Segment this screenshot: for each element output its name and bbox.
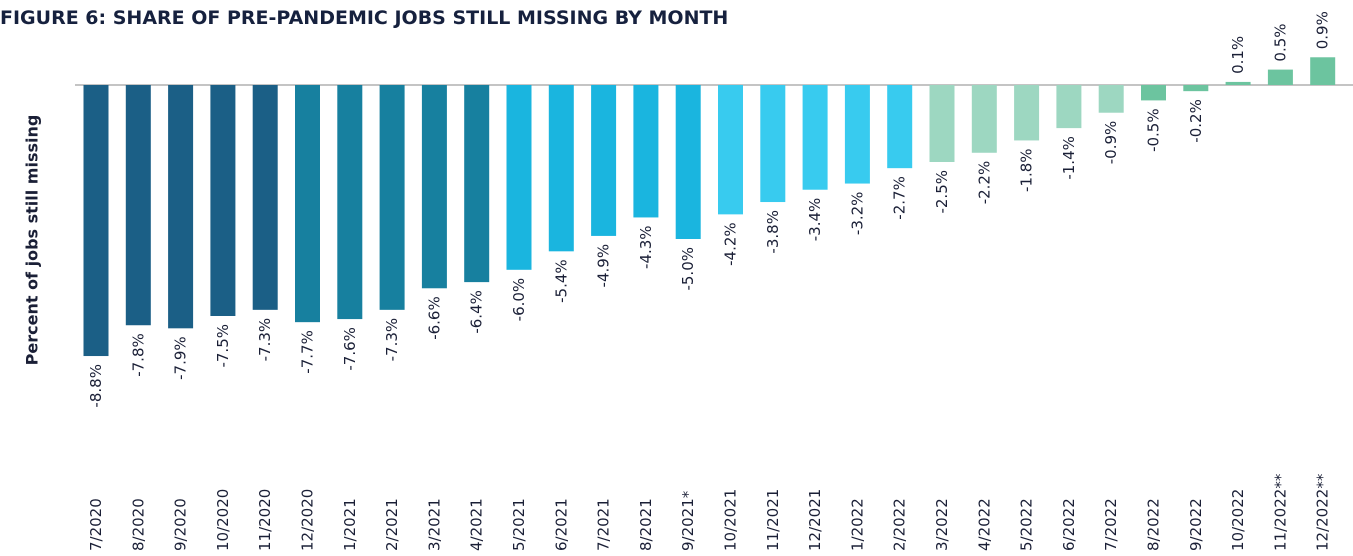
x-tick-label: 12/2022** (1314, 473, 1332, 551)
x-tick-label: 11/2021 (764, 489, 782, 551)
data-label: -6.6% (425, 296, 443, 340)
x-tick-label: 7/2022 (1102, 498, 1120, 551)
data-label: -6.4% (468, 290, 486, 334)
bar (802, 85, 828, 190)
x-tick-label: 12/2020 (299, 489, 317, 551)
bar (1014, 85, 1040, 141)
bar (1183, 85, 1209, 92)
data-label: -4.3% (637, 225, 655, 269)
bar (675, 85, 701, 239)
data-label: -5.4% (552, 259, 570, 303)
data-label: 0.5% (1271, 23, 1289, 61)
x-tick-label: 3/2021 (425, 498, 443, 551)
x-tick-label: 1/2021 (341, 498, 359, 551)
bar (591, 85, 617, 236)
data-label: -4.9% (595, 244, 613, 288)
bar (83, 85, 109, 357)
x-tick-label: 5/2021 (510, 498, 528, 551)
data-label: -7.7% (299, 330, 317, 374)
x-tick-label: 4/2022 (975, 498, 993, 551)
data-label: 0.1% (1229, 36, 1247, 74)
data-label: -4.2% (722, 222, 740, 266)
bar (887, 85, 913, 169)
x-tick-label: 6/2021 (552, 498, 570, 551)
bar (379, 85, 405, 310)
bar (506, 85, 532, 270)
data-label: -7.8% (129, 333, 147, 377)
x-tick-label: 3/2022 (933, 498, 951, 551)
x-tick-label: 9/2021* (679, 490, 697, 551)
chart-title: FIGURE 6: SHARE OF PRE-PANDEMIC JOBS STI… (0, 7, 728, 29)
x-tick-label: 8/2020 (129, 498, 147, 551)
data-label: -7.3% (383, 318, 401, 362)
x-tick-label: 2/2021 (383, 498, 401, 551)
data-label: -7.5% (214, 324, 232, 368)
data-label: -5.0% (679, 247, 697, 291)
bar (1098, 85, 1124, 113)
data-label: 0.9% (1314, 11, 1332, 49)
bar (760, 85, 786, 203)
data-label: -6.0% (510, 278, 528, 322)
data-label: -8.8% (87, 364, 105, 408)
bar (252, 85, 278, 310)
x-tick-label: 12/2021 (806, 489, 824, 551)
x-tick-label: 10/2021 (722, 489, 740, 551)
bar (971, 85, 997, 153)
x-tick-label: 2/2022 (891, 498, 909, 551)
x-tick-label: 4/2021 (468, 498, 486, 551)
bar (464, 85, 490, 283)
x-tick-label: 11/2022** (1271, 473, 1289, 551)
bar (337, 85, 363, 320)
data-label: -3.2% (848, 192, 866, 236)
bar (125, 85, 151, 326)
x-tick-label: 9/2020 (172, 498, 190, 551)
data-label: -3.8% (764, 210, 782, 254)
bar (1141, 85, 1166, 101)
x-tick-label: 5/2022 (1018, 498, 1036, 551)
x-tick-label: 11/2020 (256, 489, 274, 551)
bar (1225, 81, 1251, 85)
bar (1310, 57, 1336, 85)
x-tick-label: 1/2022 (848, 498, 866, 551)
bar (168, 85, 194, 329)
x-tick-label: 7/2021 (595, 498, 613, 551)
data-label: -7.6% (341, 327, 359, 371)
data-label: -0.2% (1187, 99, 1205, 143)
bar (295, 85, 320, 323)
bar (1056, 85, 1082, 129)
bar (210, 85, 236, 316)
x-tick-label: 9/2022 (1187, 498, 1205, 551)
data-label: -7.3% (256, 318, 274, 362)
bar (548, 85, 574, 252)
bar (1267, 69, 1293, 85)
bar (633, 85, 659, 218)
bar (718, 85, 743, 215)
bar (929, 85, 955, 162)
x-tick-label: 8/2022 (1145, 498, 1163, 551)
data-label: -2.2% (975, 161, 993, 205)
data-label: -3.4% (806, 198, 824, 242)
data-label: -0.9% (1102, 121, 1120, 165)
bar (421, 85, 447, 289)
x-tick-label: 8/2021 (637, 498, 655, 551)
x-tick-label: 7/2020 (87, 498, 105, 551)
x-tick-label: 6/2022 (1060, 498, 1078, 551)
data-label: -1.4% (1060, 136, 1078, 180)
x-tick-label: 10/2020 (214, 489, 232, 551)
data-label: -2.5% (933, 170, 951, 214)
x-tick-label: 10/2022 (1229, 489, 1247, 551)
data-label: -1.8% (1018, 148, 1036, 192)
data-label: -0.5% (1145, 108, 1163, 152)
data-label: -7.9% (172, 336, 190, 380)
y-axis-label: Percent of jobs still missing (23, 115, 42, 366)
data-label: -2.7% (891, 176, 909, 220)
bar (844, 85, 870, 184)
